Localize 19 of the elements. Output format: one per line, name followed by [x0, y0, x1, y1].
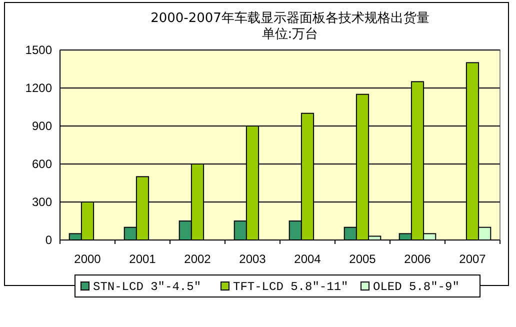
x-tick-label: 2000	[74, 252, 102, 266]
x-tick-label: 2003	[239, 252, 266, 266]
x-tick-label: 2005	[349, 252, 376, 266]
legend-label: STN-LCD 3″-4.5″	[93, 280, 202, 294]
y-tick-label: 900	[32, 119, 52, 133]
y-tick-label: 300	[32, 195, 52, 209]
chart-subtitle: 单位:万台	[262, 27, 318, 42]
y-tick-label: 1200	[25, 81, 52, 95]
x-tick-label: 2002	[184, 252, 212, 266]
x-tick-label: 2006	[404, 252, 432, 266]
y-tick-label: 600	[32, 157, 52, 171]
y-tick-label: 0	[45, 233, 52, 247]
x-tick-label: 2004	[294, 252, 322, 266]
chart-title: 2000-2007年车载显示器面板各技术规格出货量	[150, 11, 430, 26]
y-tick-label: 1500	[25, 43, 52, 57]
x-tick-label: 2001	[129, 252, 156, 266]
legend-label: TFT-LCD 5.8″-11″	[233, 280, 348, 294]
x-tick-label: 2007	[459, 252, 486, 266]
legend-label: OLED 5.8″-9″	[373, 280, 460, 294]
